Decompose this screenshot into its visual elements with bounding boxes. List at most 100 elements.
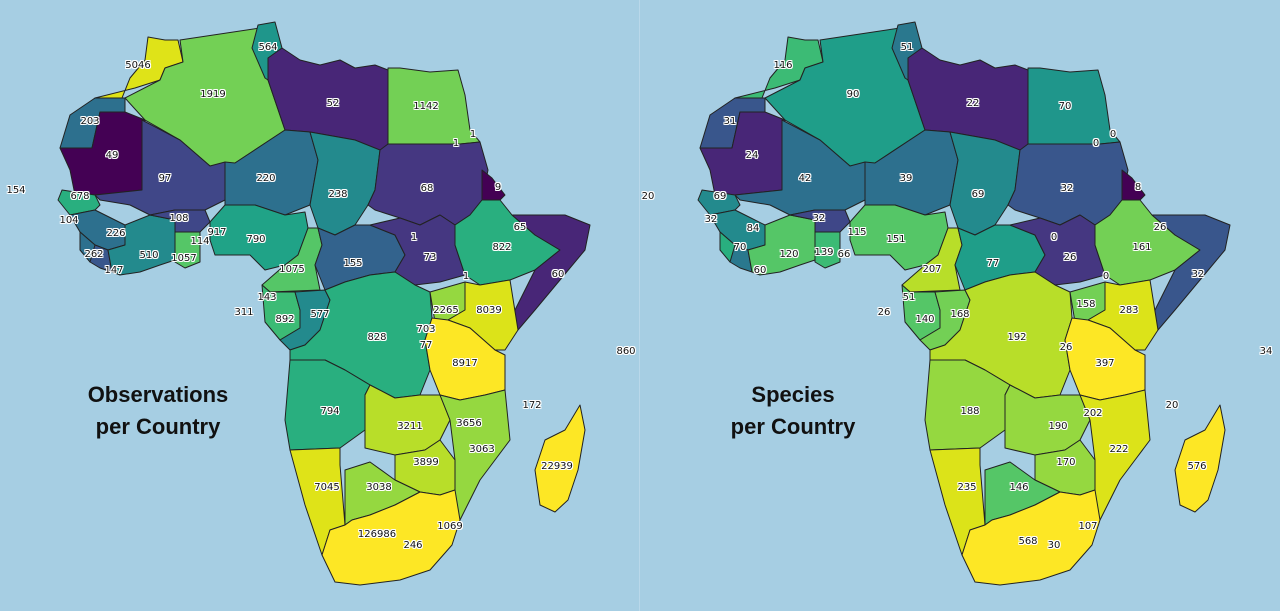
country-value-label: 207	[922, 264, 942, 275]
country-value-label: 26	[1059, 342, 1073, 353]
country-value-label: 3063	[469, 444, 495, 455]
country-value-label: 568	[1018, 536, 1038, 547]
country-value-label: 703	[416, 324, 436, 335]
country-value-label: 30	[1047, 540, 1061, 551]
species-title-line2: per Country	[730, 414, 856, 439]
country-value-label: 84	[746, 223, 760, 234]
country-value-label: 51	[902, 292, 916, 303]
country-region-egypt	[1027, 67, 1121, 145]
country-value-label: 151	[886, 234, 906, 245]
country-value-label: 8917	[452, 358, 478, 369]
country-value-label: 146	[1009, 482, 1029, 493]
country-value-label: 90	[846, 89, 860, 100]
country-value-label: 114	[190, 236, 210, 247]
country-value-label: 283	[1119, 305, 1139, 316]
country-value-label: 3038	[366, 482, 392, 493]
country-value-label: 262	[84, 249, 104, 260]
country-value-label: 576	[1187, 461, 1207, 472]
country-value-label: 120	[779, 249, 799, 260]
country-value-label: 73	[423, 252, 437, 263]
panel-divider	[639, 0, 640, 611]
country-value-label: 31	[723, 116, 737, 127]
country-value-label: 107	[1078, 521, 1098, 532]
country-value-label: 170	[1056, 457, 1076, 468]
country-value-label: 1069	[437, 521, 463, 532]
country-value-label: 108	[169, 213, 189, 224]
country-region-burkina	[149, 209, 211, 233]
country-value-label: 49	[105, 150, 119, 161]
country-value-label: 20	[641, 191, 655, 202]
country-region-somalia	[1149, 214, 1231, 331]
country-value-label: 577	[310, 309, 330, 320]
country-value-label: 202	[1083, 408, 1103, 419]
country-value-label: 168	[950, 309, 970, 320]
country-region-chad	[309, 131, 381, 236]
country-value-label: 860	[616, 346, 636, 357]
country-value-label: 52	[326, 98, 340, 109]
country-region-madagascar	[1174, 404, 1226, 513]
country-region-morocco	[94, 36, 184, 99]
country-value-label: 32	[812, 213, 826, 224]
country-value-label: 158	[1076, 299, 1096, 310]
country-region-ghana	[814, 231, 841, 269]
country-value-label: 140	[915, 314, 935, 325]
country-value-label: 5046	[125, 60, 151, 71]
observations-title-line1: Observations	[87, 382, 229, 407]
country-value-label: 203	[80, 116, 100, 127]
country-value-label: 32	[704, 214, 718, 225]
observations-map-title: Observations per Country	[58, 379, 258, 443]
country-value-label: 678	[70, 191, 90, 202]
country-value-label: 510	[139, 250, 159, 261]
country-region-zambia	[364, 384, 451, 456]
observations-choropleth	[57, 21, 591, 586]
country-value-label: 66	[837, 249, 851, 260]
country-value-label: 126986	[357, 529, 397, 540]
country-value-label: 69	[713, 191, 727, 202]
country-value-label: 1	[410, 232, 418, 243]
country-value-label: 2265	[433, 305, 459, 316]
country-value-label: 32	[1191, 269, 1205, 280]
country-region-chad	[949, 131, 1021, 236]
observations-map-panel: 5046 1919 564 52 1142 1 1 203 49 97 220 238 68 9 154 67…	[6, 21, 636, 586]
country-region-burkina	[789, 209, 851, 233]
country-value-label: 790	[246, 234, 266, 245]
country-value-label: 7045	[314, 482, 340, 493]
country-value-label: 822	[492, 242, 512, 253]
country-region-liberia	[729, 244, 753, 273]
country-region-zambia	[1004, 384, 1091, 456]
country-value-label: 139	[814, 247, 834, 258]
country-value-label: 222	[1109, 444, 1129, 455]
country-value-label: 143	[257, 292, 277, 303]
species-map-panel: 116 90 51 22 70 0 0 31 24 42 39 69 32 8 20 69 32 32 115 84 1…	[640, 0, 1280, 611]
country-value-label: 97	[158, 173, 172, 184]
country-value-label: 77	[419, 340, 433, 351]
country-value-label: 246	[403, 540, 423, 551]
country-value-label: 26	[877, 307, 891, 318]
country-value-label: 1075	[279, 264, 305, 275]
country-value-label: 60	[551, 269, 565, 280]
country-region-cameroon	[901, 227, 963, 293]
country-value-label: 104	[59, 215, 79, 226]
country-region-eritrea	[1121, 169, 1146, 201]
country-value-label: 9	[494, 182, 502, 193]
country-value-label: 24	[745, 150, 759, 161]
country-value-label: 116	[773, 60, 793, 71]
country-value-label: 147	[104, 265, 124, 276]
country-region-morocco	[734, 36, 824, 99]
country-value-label: 22	[966, 98, 980, 109]
country-value-label: 1919	[200, 89, 226, 100]
country-value-label: 397	[1095, 358, 1115, 369]
country-region-madagascar	[534, 404, 586, 513]
country-region-southafrica	[961, 489, 1101, 586]
country-value-label: 564	[258, 42, 278, 53]
country-value-label: 60	[753, 265, 767, 276]
country-value-label: 65	[513, 222, 527, 233]
country-value-label: 0	[1109, 129, 1117, 140]
country-value-label: 34	[1259, 346, 1273, 357]
country-value-label: 77	[986, 258, 1000, 269]
country-value-label: 8039	[476, 305, 502, 316]
country-value-label: 20	[1165, 400, 1179, 411]
country-region-ghana	[174, 231, 201, 269]
country-value-label: 172	[522, 400, 542, 411]
country-value-label: 3899	[413, 457, 439, 468]
